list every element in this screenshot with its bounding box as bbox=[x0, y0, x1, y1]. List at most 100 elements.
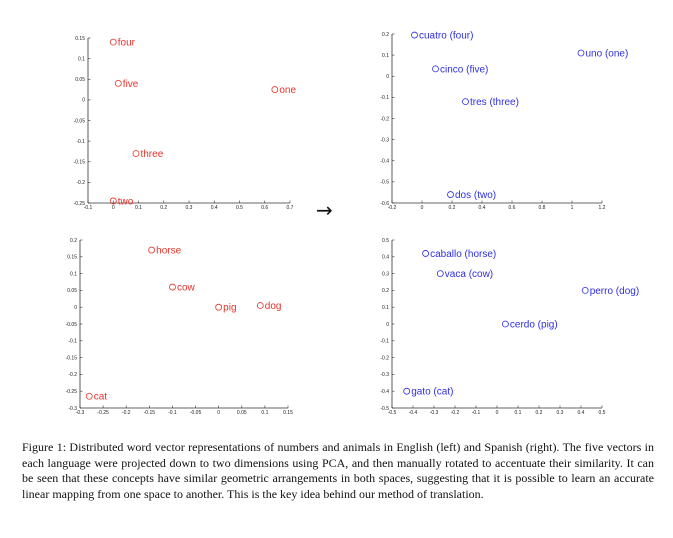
x-tick-label: -0.5 bbox=[388, 410, 397, 416]
x-tick-label: -0.15 bbox=[144, 410, 156, 416]
y-tick-label: -0.15 bbox=[74, 160, 86, 166]
y-tick-label: -0.4 bbox=[380, 159, 389, 165]
y-tick-label: -0.6 bbox=[380, 201, 389, 207]
x-tick-label: 0.6 bbox=[261, 205, 268, 211]
y-tick-label: 0 bbox=[74, 305, 77, 311]
x-tick-label: 0.2 bbox=[160, 205, 167, 211]
x-tick-label: 0.05 bbox=[237, 410, 247, 416]
point-marker bbox=[403, 387, 411, 395]
x-tick-label: 0 bbox=[217, 410, 220, 416]
y-tick-label: 0.1 bbox=[382, 305, 389, 311]
y-tick-label: 0.2 bbox=[382, 32, 389, 38]
x-tick-label: -0.1 bbox=[84, 205, 93, 211]
point-label: caballo (horse) bbox=[430, 249, 496, 260]
point-marker bbox=[271, 86, 279, 93]
x-tick-label: 0 bbox=[496, 410, 499, 416]
point-marker bbox=[109, 197, 117, 205]
point-label: three bbox=[140, 149, 163, 160]
x-tick-label: 0 bbox=[421, 205, 424, 211]
y-tick-label: 0.15 bbox=[75, 36, 85, 42]
y-tick-label: -0.2 bbox=[380, 116, 389, 122]
y-tick-label: 0.2 bbox=[382, 288, 389, 294]
y-tick-label: -0.5 bbox=[380, 406, 389, 412]
point-label: pig bbox=[223, 303, 236, 314]
chart-numbers-english: -0.1 0 0.1 0.2 0.3 0.4 0.5 0.6 0.7 -0.25 -0.2 -0.15… bbox=[74, 36, 297, 211]
x-tick-label: -0.05 bbox=[190, 410, 202, 416]
x-tick-label: 0.3 bbox=[557, 410, 564, 416]
y-tick-label: -0.1 bbox=[380, 95, 389, 101]
x-tick-label: 1.2 bbox=[599, 205, 606, 211]
y-tick-label: -0.2 bbox=[76, 180, 85, 186]
y-tick-label: 0.1 bbox=[70, 271, 77, 277]
y-tick-label: -0.1 bbox=[68, 339, 77, 345]
x-tick-label: 0.1 bbox=[135, 205, 142, 211]
y-tick-label: 0.05 bbox=[67, 288, 77, 294]
x-tick-label: -0.1 bbox=[472, 410, 481, 416]
x-tick-label: -0.3 bbox=[76, 410, 85, 416]
point-label: dog bbox=[265, 301, 282, 312]
x-tick-label: 0.6 bbox=[509, 205, 516, 211]
y-tick-label: 0.2 bbox=[70, 238, 77, 244]
y-tick-label: 0.4 bbox=[382, 255, 389, 261]
point-label: dos (two) bbox=[455, 190, 496, 201]
y-tick-label: 0.1 bbox=[382, 53, 389, 59]
point-label: cuatro (four) bbox=[419, 31, 473, 42]
figure: -0.1 0 0.1 0.2 0.3 0.4 0.5 0.6 0.7 -0.25 -0.2 -0.15… bbox=[66, 31, 640, 416]
x-tick-label: 0.15 bbox=[283, 410, 293, 416]
x-tick-label: 0.8 bbox=[539, 205, 546, 211]
chart-animals-spanish: -0.5 -0.4 -0.3 -0.2 -0.1 0 0.1 0.2 0.3 0.4 0.5 -0.5… bbox=[380, 238, 639, 416]
point-label: gato (cat) bbox=[411, 387, 453, 398]
point-label: cow bbox=[177, 283, 196, 294]
y-tick-label: 0.15 bbox=[67, 255, 77, 261]
y-tick-label: 0 bbox=[82, 98, 85, 104]
point-label: horse bbox=[156, 246, 181, 257]
point-label: tres (three) bbox=[470, 97, 519, 108]
point-label: cerdo (pig) bbox=[510, 320, 558, 331]
y-tick-label: -0.2 bbox=[68, 372, 77, 378]
y-tick-label: -0.1 bbox=[380, 339, 389, 345]
x-tick-label: 0.1 bbox=[515, 410, 522, 416]
point-label: two bbox=[118, 196, 134, 207]
y-tick-label: -0.3 bbox=[380, 137, 389, 143]
point-marker bbox=[109, 38, 117, 46]
point-marker bbox=[432, 65, 439, 73]
y-tick-label: -0.25 bbox=[66, 389, 78, 395]
x-tick-label: 0.3 bbox=[186, 205, 193, 211]
point-marker bbox=[447, 191, 454, 198]
x-tick-label: 0 bbox=[112, 205, 115, 211]
point-marker bbox=[577, 49, 585, 57]
y-tick-label: 0.1 bbox=[78, 56, 85, 62]
point-marker bbox=[256, 302, 264, 309]
x-tick-label: -0.25 bbox=[97, 410, 109, 416]
x-tick-label: -0.3 bbox=[430, 410, 439, 416]
x-tick-label: 0.2 bbox=[536, 410, 543, 416]
y-tick-label: -0.3 bbox=[380, 372, 389, 378]
y-tick-label: -0.05 bbox=[74, 118, 86, 124]
point-marker bbox=[132, 150, 140, 157]
y-tick-label: -0.5 bbox=[380, 180, 389, 186]
x-tick-label: -0.2 bbox=[122, 410, 131, 416]
y-tick-label: -0.25 bbox=[74, 201, 86, 207]
point-marker bbox=[581, 286, 589, 294]
point-marker bbox=[169, 283, 176, 291]
point-marker bbox=[215, 303, 223, 311]
point-label: vaca (cow) bbox=[445, 269, 493, 280]
y-tick-label: -0.3 bbox=[68, 406, 77, 412]
x-tick-label: -0.2 bbox=[388, 205, 397, 211]
y-tick-label: 0.3 bbox=[382, 271, 389, 277]
x-tick-label: 1 bbox=[571, 205, 574, 211]
x-tick-label: -0.4 bbox=[409, 410, 418, 416]
x-tick-label: 0.4 bbox=[211, 205, 218, 211]
y-tick-label: -0.05 bbox=[66, 322, 78, 328]
point-label: cat bbox=[94, 392, 108, 403]
point-label: uno (one) bbox=[586, 49, 629, 60]
point-label: four bbox=[118, 38, 136, 49]
point-marker bbox=[411, 31, 418, 39]
point-marker bbox=[114, 79, 122, 87]
point-label: five bbox=[123, 79, 139, 90]
x-tick-label: 0.5 bbox=[599, 410, 606, 416]
y-tick-label: 0.5 bbox=[382, 238, 389, 244]
y-tick-label: -0.2 bbox=[380, 355, 389, 361]
y-tick-label: 0 bbox=[386, 74, 389, 80]
y-tick-label: -0.1 bbox=[76, 139, 85, 145]
